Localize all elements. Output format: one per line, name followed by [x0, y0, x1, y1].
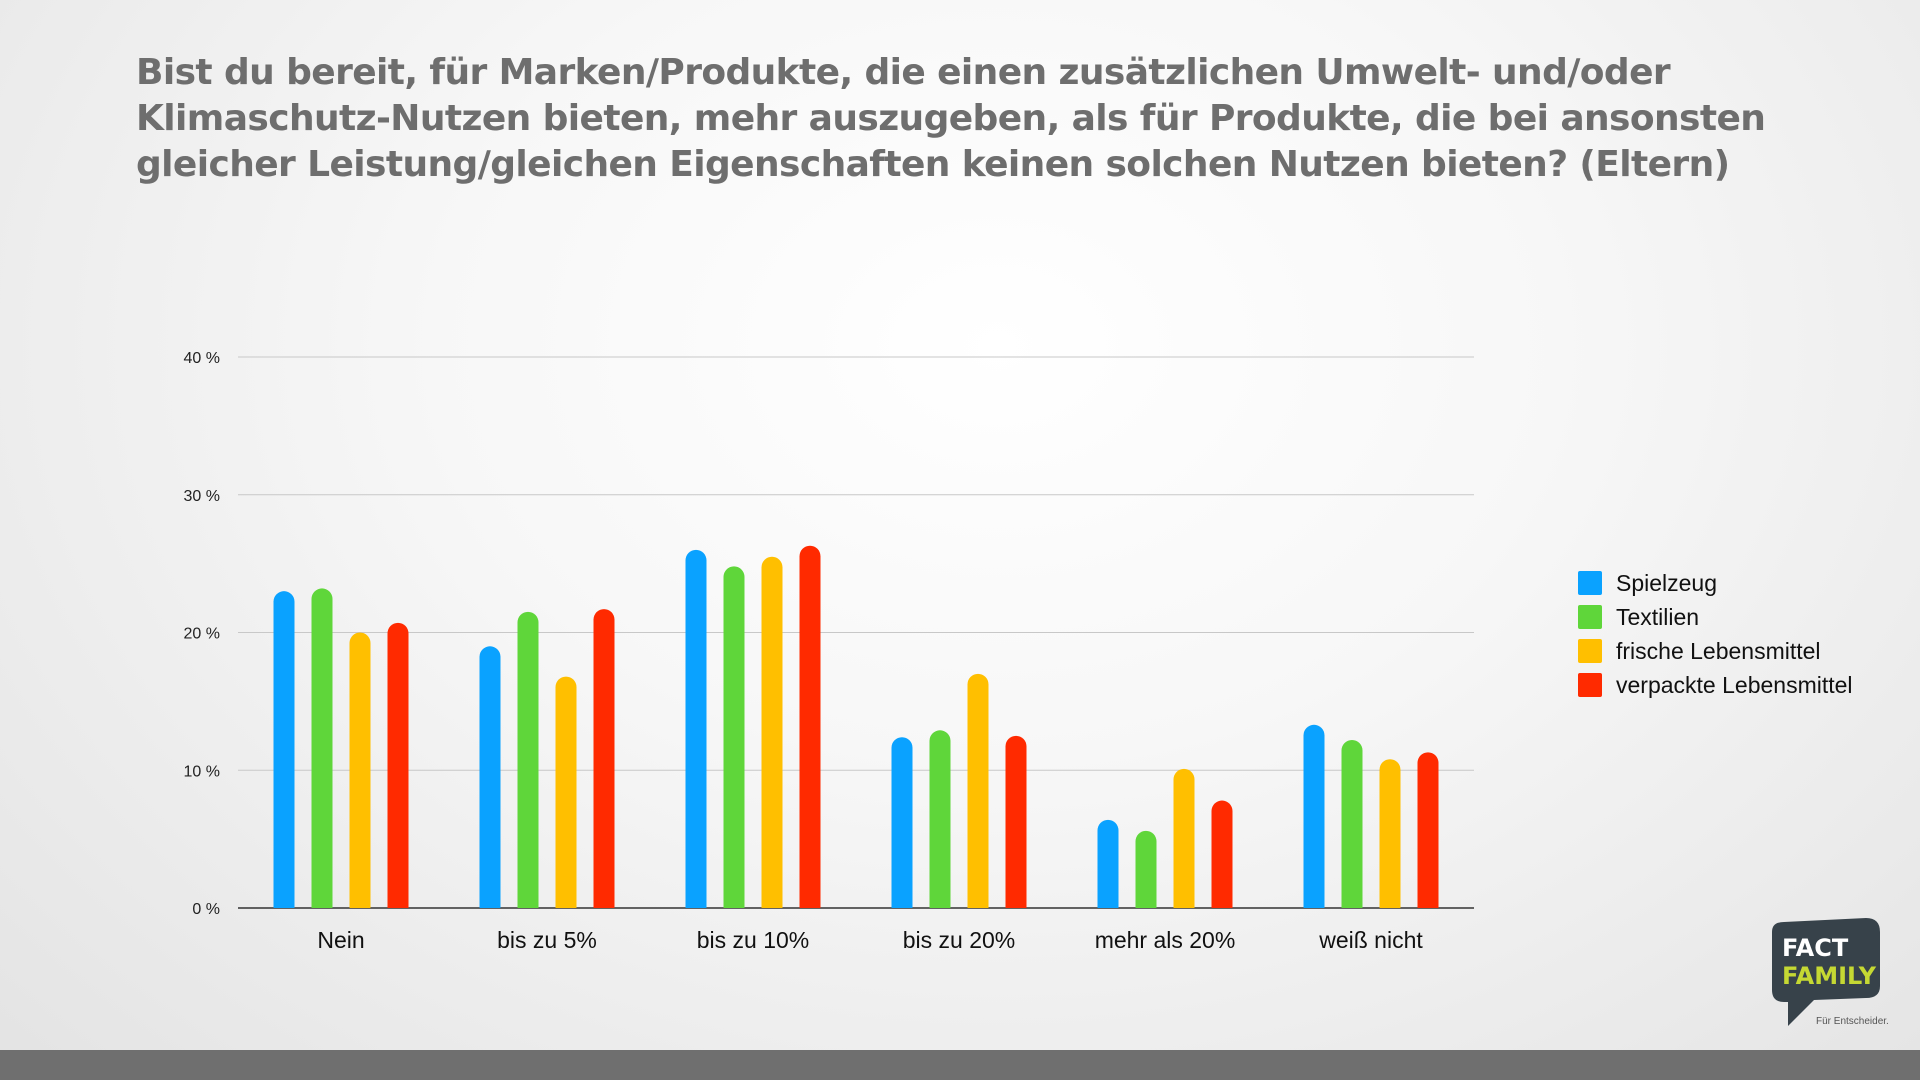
bar-spielzeug — [1303, 724, 1325, 908]
legend-item: frische Lebensmittel — [1578, 634, 1853, 668]
bar-frische-lebensmittel — [1173, 768, 1195, 908]
legend-item: verpackte Lebensmittel — [1578, 668, 1853, 702]
y-tick-label: 40 % — [184, 350, 220, 367]
y-tick-label: 10 % — [184, 763, 220, 780]
title-line-3: gleicher Leistung/gleichen Eigenschaften… — [136, 144, 1730, 185]
x-tick-label: weiß nicht — [1318, 927, 1423, 953]
logo-text-family: FAMILY — [1782, 962, 1877, 990]
bar-textilien — [723, 566, 745, 908]
legend-label: verpackte Lebensmittel — [1616, 671, 1853, 698]
bar-verpackte-lebensmittel — [1005, 735, 1027, 908]
bar-spielzeug — [479, 646, 501, 908]
title-line-2: Klimaschutz-Nutzen bieten, mehr auszugeb… — [136, 98, 1766, 139]
bar-spielzeug — [1097, 819, 1119, 908]
legend-item: Spielzeug — [1578, 566, 1853, 600]
bar-verpackte-lebensmittel — [593, 609, 615, 908]
legend-swatch — [1578, 605, 1602, 629]
gridlines — [238, 356, 1474, 909]
legend-swatch — [1578, 673, 1602, 697]
legend-label: Spielzeug — [1616, 569, 1718, 596]
bar-spielzeug — [273, 591, 295, 908]
bar-verpackte-lebensmittel — [799, 545, 821, 908]
y-tick-label: 0 % — [192, 901, 220, 918]
legend-item: Textilien — [1578, 600, 1853, 634]
bar-spielzeug — [891, 737, 913, 908]
bar-frische-lebensmittel — [555, 676, 577, 908]
logo-tagline: Für Entscheider. — [1816, 1016, 1888, 1027]
bar-textilien — [929, 730, 951, 908]
logo-badge: FACT FAMILY Für Entscheider. — [1772, 918, 1889, 1027]
bar-textilien — [1341, 739, 1363, 908]
chart-title: Bist du bereit, für Marken/Produkte, die… — [136, 50, 1776, 188]
x-tick-labels: Nein bis zu 5% bis zu 10% bis zu 20% mehr al… — [317, 927, 1423, 953]
y-tick-labels: 0 % 10 % 20 % 30 % 40 % — [184, 350, 220, 918]
bar-textilien — [1135, 830, 1157, 908]
bar-textilien — [517, 611, 539, 908]
logo-text-fact: FACT — [1782, 934, 1849, 962]
bar-spielzeug — [685, 549, 707, 908]
bar-frische-lebensmittel — [1379, 759, 1401, 908]
x-tick-label: bis zu 20% — [903, 927, 1016, 953]
bar-verpackte-lebensmittel — [1211, 800, 1233, 908]
legend-swatch — [1578, 571, 1602, 595]
title-line-1: Bist du bereit, für Marken/Produkte, die… — [136, 52, 1671, 93]
x-tick-label: bis zu 5% — [497, 927, 597, 953]
y-tick-label: 20 % — [184, 626, 220, 643]
legend: Spielzeug Textilien frische Lebensmittel ve… — [1578, 566, 1853, 702]
y-tick-label: 30 % — [184, 488, 220, 505]
bar-textilien — [311, 588, 333, 908]
bars — [273, 545, 1439, 908]
bar-verpackte-lebensmittel — [1417, 752, 1439, 908]
legend-label: frische Lebensmittel — [1616, 637, 1821, 664]
bar-frische-lebensmittel — [761, 556, 783, 908]
fact-family-logo: FACT FAMILY Für Entscheider. — [1762, 918, 1889, 1030]
legend-swatch — [1578, 639, 1602, 663]
bar-frische-lebensmittel — [967, 673, 989, 908]
legend-label: Textilien — [1616, 603, 1700, 630]
x-tick-label: Nein — [317, 927, 364, 953]
x-tick-label: mehr als 20% — [1095, 927, 1236, 953]
x-tick-label: bis zu 10% — [697, 927, 810, 953]
bar-frische-lebensmittel — [349, 632, 371, 908]
bar-verpackte-lebensmittel — [387, 622, 409, 908]
bottom-bar — [0, 1050, 1920, 1080]
